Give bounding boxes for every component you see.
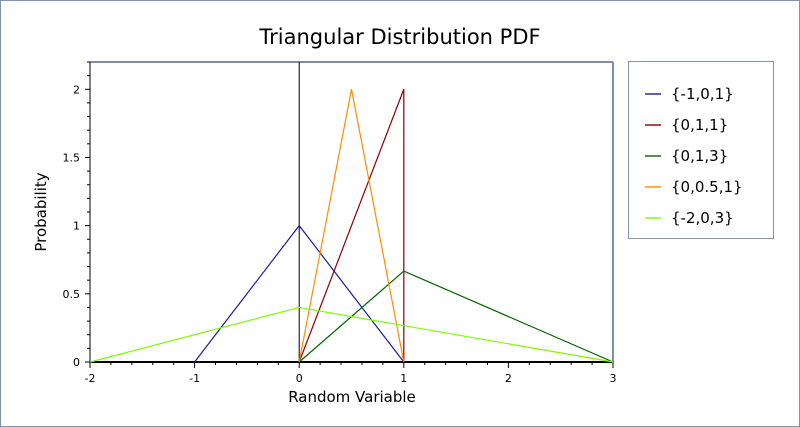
legend-swatch — [645, 93, 661, 95]
series-line — [194, 224, 405, 363]
legend-item: {0,0.5,1} — [645, 177, 743, 197]
legend-label: {0,1,1} — [671, 116, 729, 134]
x-tick-label: -1 — [189, 372, 200, 385]
x-axis-label: Random Variable — [288, 388, 416, 406]
legend-item: {0,1,1} — [645, 115, 728, 135]
legend-swatch — [645, 217, 661, 219]
series-line — [298, 89, 405, 363]
x-tick-label: -2 — [85, 372, 96, 385]
legend-swatch — [645, 124, 661, 126]
y-tick-label: 1 — [73, 220, 80, 233]
series-line — [89, 306, 614, 363]
series-line — [298, 89, 405, 363]
legend-label: {-1,0,1} — [671, 85, 734, 103]
y-axis-label: Probability — [32, 172, 50, 251]
y-tick-label: 2 — [73, 83, 80, 96]
legend-label: {0,0.5,1} — [671, 178, 743, 196]
legend-item: {-2,0,3} — [645, 208, 734, 228]
x-tick-label: 0 — [296, 372, 303, 385]
legend-swatch — [645, 186, 661, 188]
x-tick-label: 1 — [400, 372, 407, 385]
series-line — [298, 270, 614, 363]
chart-title: Triangular Distribution PDF — [258, 25, 540, 49]
legend-swatch — [645, 155, 661, 157]
legend-label: {-2,0,3} — [671, 209, 734, 227]
legend-item: {-1,0,1} — [645, 84, 734, 104]
x-tick-label: 2 — [505, 372, 512, 385]
y-tick-label: 0 — [73, 356, 80, 369]
legend-item: {0,1,3} — [645, 146, 728, 166]
x-tick-label: 3 — [610, 372, 617, 385]
legend-label: {0,1,3} — [671, 147, 729, 165]
y-tick-label: 0.5 — [63, 288, 81, 301]
y-tick-label: 1.5 — [63, 151, 81, 164]
legend: {-1,0,1} {0,1,1} {0,1,3} {0,0.5,1} {-2,0,3} — [628, 61, 774, 239]
